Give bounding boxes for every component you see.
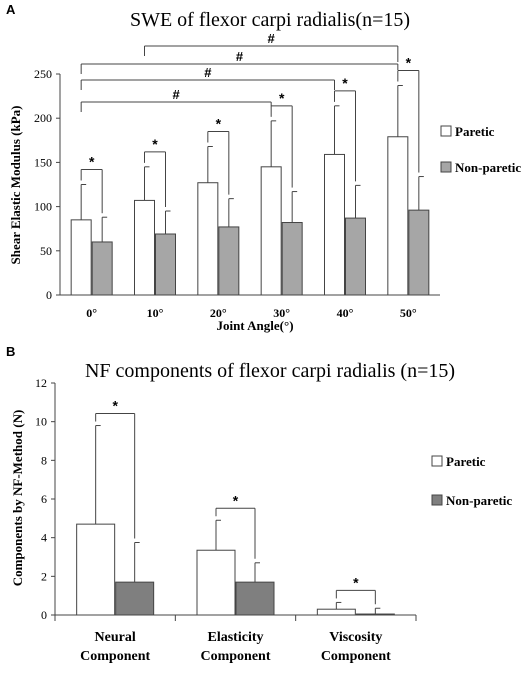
bar: [91, 241, 113, 296]
bar: [235, 581, 275, 616]
x-tick-label: 10°: [147, 306, 164, 320]
bar: [408, 209, 430, 296]
legend-swatch: [431, 455, 443, 467]
x-tick-label: 40°: [337, 306, 354, 320]
significance-marker: *: [89, 154, 95, 170]
x-tick-label: 20°: [210, 306, 227, 320]
significance-marker: *: [233, 492, 239, 508]
bar: [115, 581, 155, 616]
significance-marker: *: [353, 574, 359, 590]
significance-marker: *: [342, 75, 348, 91]
significance-marker: *: [112, 398, 118, 414]
group-significance-marker: #: [236, 49, 244, 64]
y-tick-label: 0: [46, 288, 52, 302]
bar: [316, 608, 356, 616]
y-tick-label: 4: [41, 531, 47, 545]
group-significance-marker: #: [173, 87, 181, 102]
bar: [260, 166, 282, 296]
legend-swatch: [431, 494, 443, 506]
bar: [324, 153, 345, 296]
y-tick-label: 12: [35, 376, 47, 390]
bar: [387, 136, 409, 296]
bar: [70, 219, 92, 296]
chart-b-title: NF components of flexor carpi radialis (…: [85, 360, 455, 382]
y-tick-label: 10: [35, 415, 47, 429]
y-tick-label: 250: [34, 67, 52, 81]
y-tick-label: 6: [41, 492, 47, 506]
y-tick-label: 50: [40, 244, 52, 258]
chart-a-title: SWE of flexor carpi radialis(n=15): [130, 9, 410, 31]
legend-swatch: [440, 161, 452, 173]
chart-b: 0 2 4 6 8 10 12 Neural Component * Elasticity Compo…: [35, 376, 512, 664]
significance-marker: *: [216, 115, 222, 131]
chart-a: 0 50 100 150 200 250 0° * 10° * 20° * 30° * 40° * 50° * # #…: [34, 31, 521, 320]
x-tick-label: Elasticity Component: [200, 630, 270, 664]
y-tick-label: 8: [41, 453, 47, 467]
bar: [345, 217, 366, 296]
bar: [196, 549, 236, 616]
x-tick-label: Viscosity Component: [321, 630, 391, 664]
legend-label: Paretic: [455, 124, 495, 139]
chart-b-ylabel: Components by NF-Method (N): [10, 410, 25, 587]
bar: [76, 523, 116, 616]
legend-label: Non-paretic: [455, 160, 521, 175]
y-tick-label: 150: [34, 155, 52, 169]
panel-label-b: B: [6, 344, 15, 359]
legend-label: Non-paretic: [446, 493, 512, 508]
y-tick-label: 200: [34, 111, 52, 125]
x-tick-label: Neural Component: [80, 630, 150, 664]
bar: [197, 182, 219, 296]
bar: [218, 226, 240, 296]
y-tick-label: 100: [34, 200, 52, 214]
panel-label-a: A: [6, 2, 16, 17]
y-tick-label: 0: [41, 608, 47, 622]
group-significance-marker: #: [204, 65, 212, 80]
significance-marker: *: [152, 136, 158, 152]
significance-marker: *: [279, 90, 285, 106]
x-tick-label: 0°: [86, 306, 97, 320]
legend-swatch: [440, 125, 452, 137]
bar: [134, 199, 155, 296]
x-tick-label: 50°: [400, 306, 417, 320]
significance-marker: *: [406, 54, 412, 70]
bar: [355, 613, 395, 616]
group-significance-marker: #: [268, 31, 276, 46]
chart-a-xlabel: Joint Angle(°): [216, 318, 293, 333]
legend-label: Paretic: [446, 454, 486, 469]
bar: [155, 233, 176, 296]
chart-a-ylabel: Shear Elastic Modulus (kPa): [8, 105, 23, 264]
x-tick-label: 30°: [273, 306, 290, 320]
y-tick-label: 2: [41, 569, 47, 583]
bar: [281, 222, 303, 296]
